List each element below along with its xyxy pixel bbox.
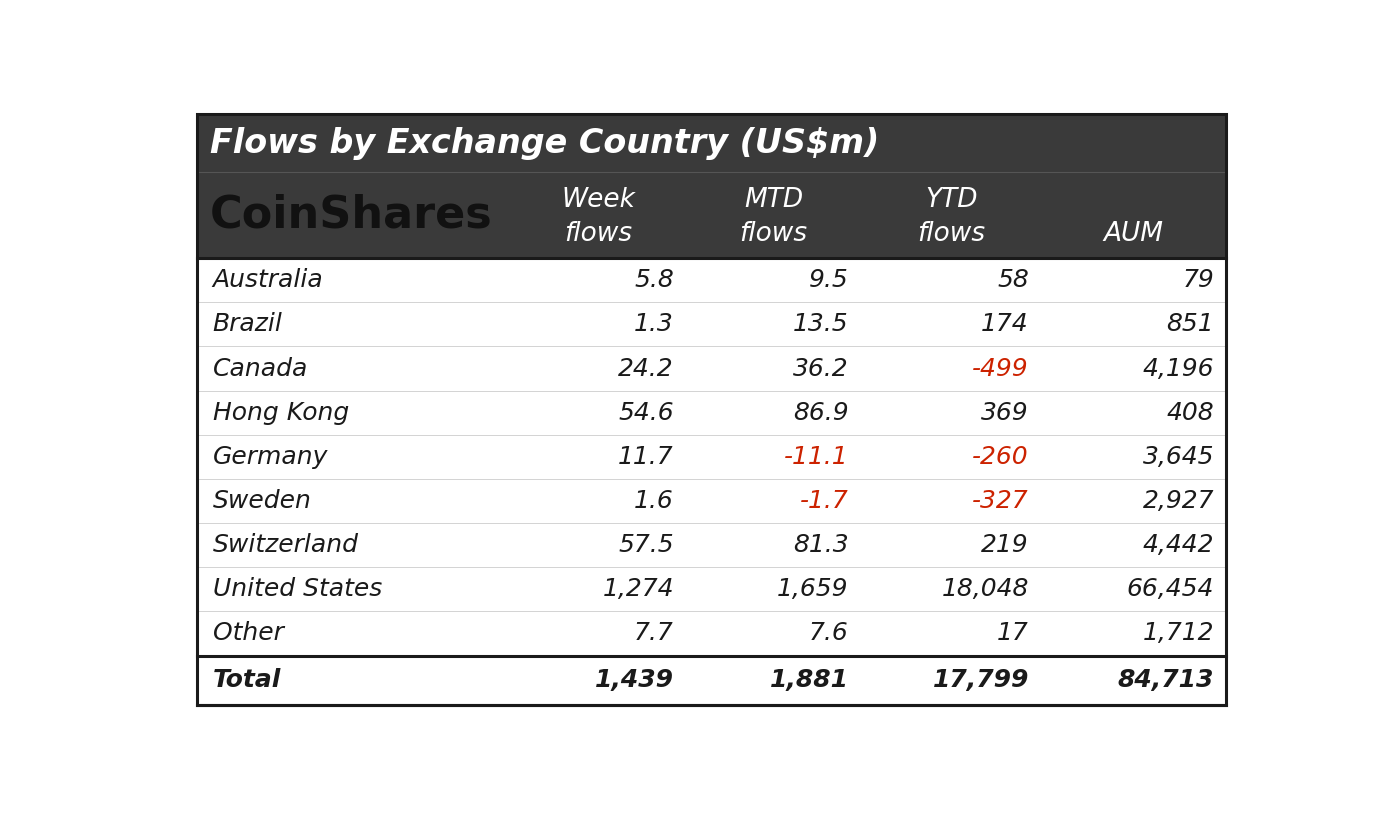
Text: 408: 408 [1167,401,1214,425]
Bar [197,523,1226,567]
Bar [197,258,1226,302]
Text: 17,799: 17,799 [932,668,1029,692]
Text: Australia: Australia [213,268,324,292]
Text: 57.5: 57.5 [618,533,674,557]
Text: 219: 219 [981,533,1029,557]
Text: 1,712: 1,712 [1143,621,1214,646]
Text: Total: Total [213,668,281,692]
Text: Flows by Exchange Country (US$m): Flows by Exchange Country (US$m) [210,127,879,160]
Bar [197,656,1226,705]
Text: -327: -327 [972,489,1029,513]
Text: 4,442: 4,442 [1143,533,1214,557]
Text: 2,927: 2,927 [1143,489,1214,513]
Bar [197,435,1226,479]
Text: 79: 79 [1182,268,1214,292]
Text: 11.7: 11.7 [618,445,674,469]
Text: 1.6: 1.6 [633,489,674,513]
Text: 18,048: 18,048 [942,577,1029,601]
Text: 66,454: 66,454 [1126,577,1214,601]
Text: 17: 17 [997,621,1029,646]
Text: 84,713: 84,713 [1118,668,1214,692]
Bar [197,391,1226,435]
Text: 5.8: 5.8 [633,268,674,292]
Text: Brazil: Brazil [213,312,282,337]
Text: Canada: Canada [213,357,308,381]
Text: 58: 58 [997,268,1029,292]
Text: 1,659: 1,659 [778,577,849,601]
Bar [197,114,1226,258]
Text: 1,274: 1,274 [603,577,674,601]
Text: -11.1: -11.1 [785,445,849,469]
Text: 13.5: 13.5 [793,312,849,337]
Text: 4,196: 4,196 [1143,357,1214,381]
Text: -499: -499 [972,357,1029,381]
Text: 3,645: 3,645 [1143,445,1214,469]
Text: 54.6: 54.6 [618,401,674,425]
Bar [197,302,1226,347]
Text: -260: -260 [972,445,1029,469]
Text: 7.7: 7.7 [633,621,674,646]
Text: 24.2: 24.2 [618,357,674,381]
Text: 851: 851 [1167,312,1214,337]
Text: AUM: AUM [1104,221,1164,247]
Text: Sweden: Sweden [213,489,311,513]
Text: 174: 174 [981,312,1029,337]
Text: 1,881: 1,881 [770,668,849,692]
Text: 1.3: 1.3 [633,312,674,337]
Text: Germany: Germany [213,445,328,469]
Text: Hong Kong: Hong Kong [213,401,349,425]
Text: Other: Other [213,621,283,646]
Text: flows: flows [564,221,633,247]
Text: -1.7: -1.7 [800,489,849,513]
Text: CoinShares: CoinShares [210,194,493,237]
Text: Switzerland: Switzerland [213,533,358,557]
Bar [197,567,1226,611]
Text: Week: Week [561,187,636,212]
Text: YTD: YTD [925,187,978,212]
Bar [197,479,1226,523]
Text: flows: flows [917,221,985,247]
Bar [197,347,1226,391]
Text: 86.9: 86.9 [793,401,849,425]
Text: flows: flows [739,221,807,247]
Text: United States: United States [213,577,382,601]
Text: 9.5: 9.5 [808,268,849,292]
Text: 36.2: 36.2 [793,357,849,381]
Text: 369: 369 [981,401,1029,425]
Bar [197,611,1226,656]
Text: 1,439: 1,439 [594,668,674,692]
Text: MTD: MTD [745,187,803,212]
Text: 7.6: 7.6 [808,621,849,646]
Text: 81.3: 81.3 [793,533,849,557]
